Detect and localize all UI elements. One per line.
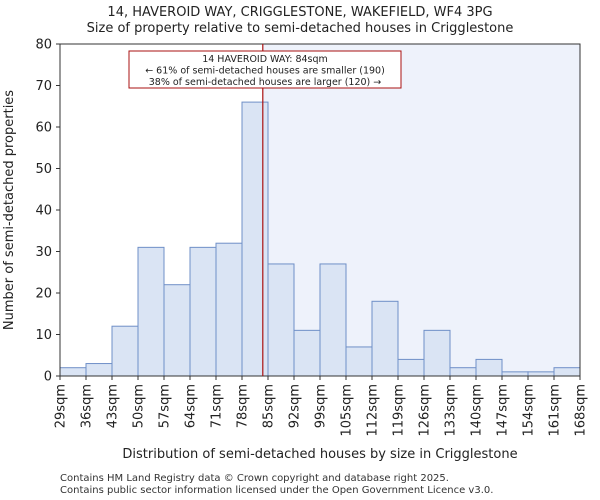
x-tick-label: 161sqm (548, 384, 563, 437)
footer-licence: Contains public sector information licen… (60, 485, 494, 496)
bar (397, 358, 425, 377)
annotation-line2: ← 61% of semi-detached houses are smalle… (145, 66, 385, 77)
bar (319, 263, 347, 377)
x-tick-label: 29sqm (54, 384, 69, 428)
bar (293, 329, 321, 377)
x-tick-label: 78sqm (236, 384, 251, 428)
annotation-line1: 14 HAVEROID WAY: 84sqm (202, 54, 328, 65)
x-tick-label: 147sqm (496, 384, 511, 437)
annotation-line3: 38% of semi-detached houses are larger (… (149, 77, 382, 88)
x-tick-label: 43sqm (106, 384, 121, 428)
bar (189, 246, 217, 377)
x-tick-label: 92sqm (288, 384, 303, 428)
bar (85, 363, 113, 377)
y-tick-label: 40 (35, 204, 52, 219)
x-tick-label: 133sqm (444, 384, 459, 437)
bar (137, 246, 165, 377)
larger-region-shading (262, 44, 580, 376)
bar (241, 101, 269, 377)
bar (371, 300, 399, 377)
x-tick-label: 36sqm (80, 384, 95, 428)
x-tick-label: 99sqm (314, 384, 329, 428)
chart-subtitle: Size of property relative to semi-detach… (86, 21, 514, 36)
annotation-box (128, 50, 402, 89)
x-tick-label: 85sqm (262, 384, 277, 428)
x-tick-label: 50sqm (132, 384, 147, 428)
x-tick-label: 112sqm (366, 384, 381, 437)
y-tick-label: 50 (35, 162, 52, 177)
chart-title: 14, HAVEROID WAY, CRIGGLESTONE, WAKEFIEL… (107, 5, 493, 20)
bar (267, 263, 295, 377)
bar (423, 329, 451, 377)
x-tick-label: 140sqm (470, 384, 485, 437)
x-tick-label: 71sqm (210, 384, 225, 428)
y-tick-label: 20 (35, 287, 52, 302)
bar (215, 242, 243, 377)
x-tick-label: 126sqm (418, 384, 433, 437)
y-tick-label: 10 (35, 328, 52, 343)
bar (501, 371, 529, 377)
bar (163, 284, 191, 377)
bar (111, 325, 139, 377)
y-tick-label: 80 (35, 38, 52, 53)
x-tick-label: 154sqm (522, 384, 537, 437)
bar (553, 367, 581, 377)
x-tick-label: 57sqm (158, 384, 173, 428)
y-tick-label: 70 (35, 79, 52, 94)
y-tick-label: 0 (44, 370, 52, 385)
x-tick-label: 168sqm (574, 384, 589, 437)
bar (345, 346, 373, 377)
bar (449, 367, 477, 377)
y-axis-title: Number of semi-detached properties (2, 90, 17, 330)
bar (527, 371, 555, 377)
y-tick-label: 30 (35, 245, 52, 260)
x-tick-label: 105sqm (340, 384, 355, 437)
x-tick-label: 64sqm (184, 384, 199, 428)
y-tick-label: 60 (35, 121, 52, 136)
bar (59, 367, 87, 377)
x-axis-title: Distribution of semi-detached houses by … (122, 447, 517, 462)
footer-copyright: Contains HM Land Registry data © Crown c… (60, 473, 449, 484)
bar (475, 358, 503, 377)
x-tick-label: 119sqm (392, 384, 407, 437)
